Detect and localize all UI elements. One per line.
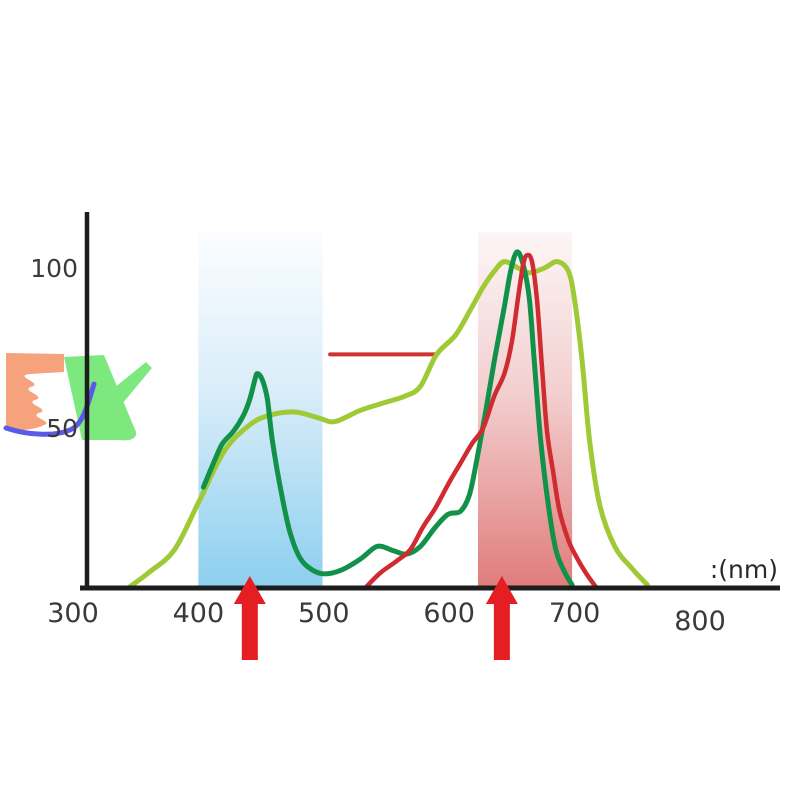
x-tick-label-500: 500 (298, 598, 350, 629)
axes (80, 212, 780, 591)
x-tick-label-700: 700 (549, 598, 601, 629)
spectra-curves (125, 249, 650, 591)
arrow-blue-peak (233, 576, 266, 660)
x-tick-label-400: 400 (173, 598, 225, 629)
dark-green-curve (200, 249, 575, 588)
yellow-green-curve (125, 259, 650, 591)
arrow-red-peak (485, 576, 518, 660)
wavelength-arrows (233, 576, 518, 660)
red-light-band (478, 232, 573, 588)
x-tick-label-800: 800 (674, 606, 726, 637)
tick-labels: 300 400 500 600 700 800 100 50 (30, 254, 725, 637)
x-tick-label-600: 600 (423, 598, 475, 629)
red-curve (362, 252, 599, 591)
y-tick-label-100: 100 (30, 254, 78, 283)
y-tick-label-50: 50 (46, 414, 78, 443)
x-tick-label-300: 300 (47, 598, 99, 629)
logo-orange-shape (6, 353, 64, 431)
wavelength-bands (198, 232, 573, 588)
x-axis-unit-label: :(nm) (710, 555, 778, 584)
logo-watermark (3, 353, 152, 441)
blue-light-band (198, 232, 323, 588)
